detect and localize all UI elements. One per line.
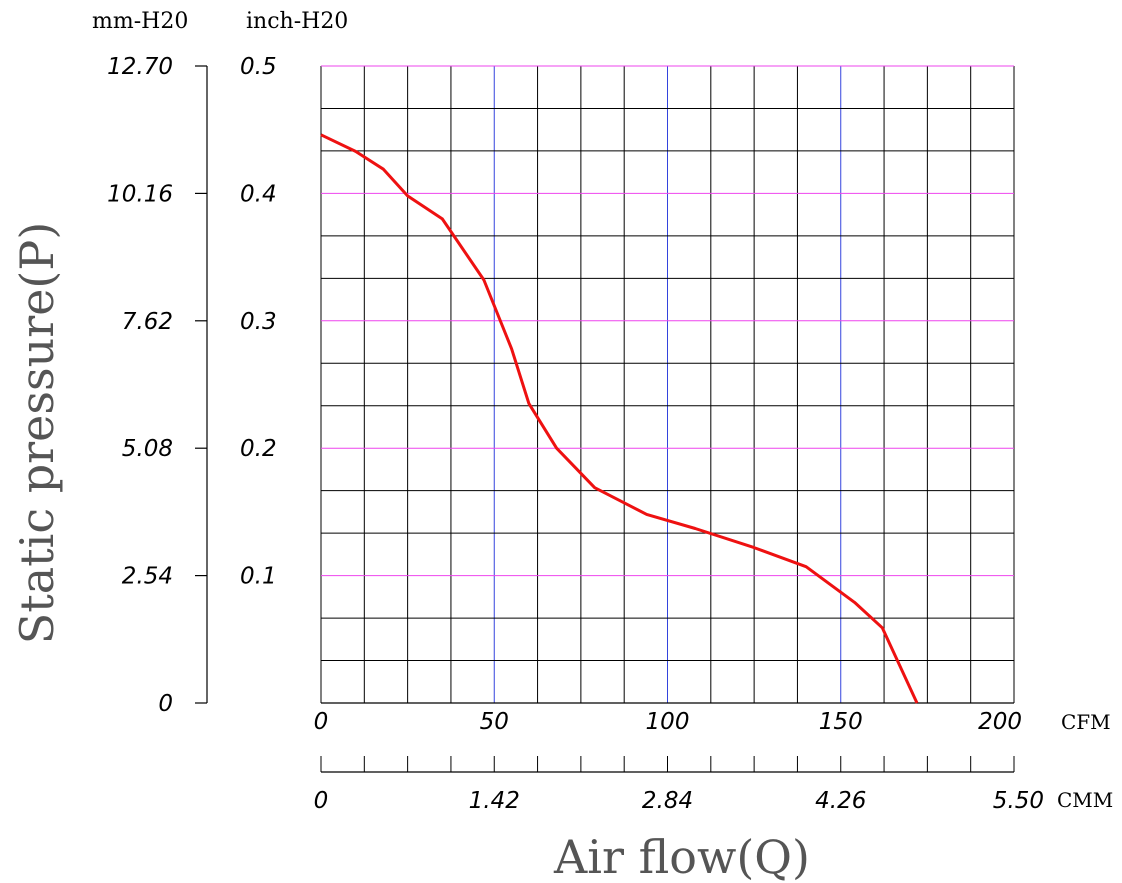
- x-tick-label-cmm: 1.42: [469, 788, 520, 814]
- x-tick-label-cfm: 150: [819, 709, 863, 735]
- y-tick-label-mm: 10.16: [107, 181, 173, 207]
- x-tick-label-cfm: 100: [646, 709, 690, 735]
- x-tick-label-cmm: 2.84: [642, 788, 693, 814]
- x-tick-label-cmm: 0: [314, 788, 329, 814]
- y-axis-label: Static pressure(P): [10, 222, 64, 645]
- y-tick-label-mm: 7.62: [122, 309, 173, 335]
- y-unit-inch: inch-H20: [246, 9, 348, 34]
- y-tick-label-inch: 0.1: [240, 564, 277, 590]
- y-tick-label-mm: 12.70: [107, 54, 173, 80]
- x-axis-label: Air flow(Q): [553, 830, 810, 883]
- y-tick-label-mm: 0: [158, 691, 173, 717]
- x-tick-label-cmm: 4.26: [815, 788, 866, 814]
- x-unit-cfm: CFM: [1061, 710, 1111, 734]
- y-tick-label-inch: 0.2: [240, 436, 277, 462]
- x-tick-label-cmm: 5.50: [993, 788, 1044, 814]
- x-tick-label-cfm: 50: [480, 709, 509, 735]
- y-tick-label-inch: 0.4: [240, 181, 277, 207]
- x-unit-cmm: CMM: [1057, 788, 1113, 812]
- labels: mm-H20 inch-H20 CFM CMM Static pressure(…: [10, 9, 1113, 883]
- y-tick-label-inch: 0.5: [240, 54, 277, 80]
- axes: [195, 65, 1015, 773]
- x-tick-label-cfm: 0: [314, 709, 329, 735]
- y-unit-mm: mm-H20: [92, 9, 188, 34]
- y-tick-label-mm: 2.54: [122, 564, 173, 590]
- y-tick-label-inch: 0.3: [240, 309, 277, 335]
- y-tick-label-mm: 5.08: [122, 436, 173, 462]
- curve-layer: [320, 133, 919, 704]
- x-tick-label-cfm: 200: [978, 709, 1022, 735]
- grid: [320, 65, 1015, 704]
